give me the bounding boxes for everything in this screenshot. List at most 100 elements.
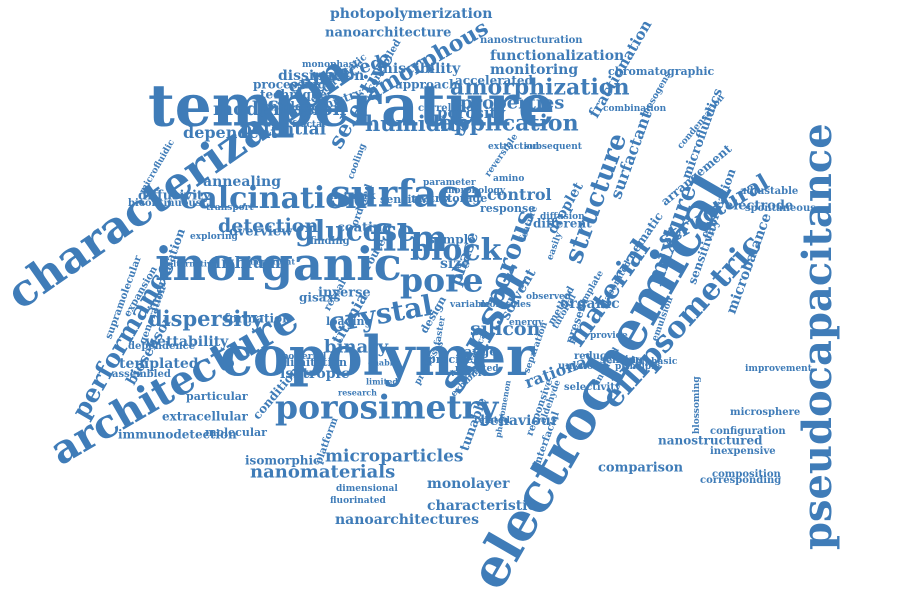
word-nanoarchitectures: nanoarchitectures: [335, 511, 479, 528]
word-sensitive: sensitive: [380, 193, 435, 207]
word-subsequent: subsequent: [524, 141, 582, 152]
word-dependent: dependent: [183, 123, 278, 143]
word-dispersity: dispersity: [148, 306, 264, 332]
word-humidity: humidity: [365, 111, 471, 137]
word-reduced: reduced: [574, 351, 620, 362]
word-characteristic: characteristic: [427, 497, 537, 514]
word-calcination: calcination: [180, 181, 368, 216]
word-network: network: [330, 191, 376, 202]
word-microsphere: microsphere: [730, 407, 801, 418]
word-transport: transport: [206, 202, 254, 213]
word-correlation: correlation: [418, 103, 481, 114]
word-extraction: extraction: [488, 141, 540, 152]
word-morphology: morphology: [445, 185, 506, 196]
word-extracellular: extracellular: [162, 409, 248, 424]
word-observed: observed: [526, 291, 572, 302]
word-pore: pore: [400, 260, 484, 300]
word-inverse: inverse: [318, 285, 371, 301]
word-detection: detection: [218, 214, 319, 237]
word-nanoarchitecture: nanoarchitecture: [325, 25, 452, 41]
word-overview: overview: [229, 224, 293, 240]
word-binary: binary: [324, 336, 389, 358]
word-limited: limited: [366, 376, 398, 387]
word-film: film: [370, 218, 448, 261]
word-important: important: [250, 256, 296, 267]
word-surface: surface: [330, 171, 484, 216]
word-sample: sample: [428, 232, 476, 247]
word-matrix: matrix: [411, 192, 452, 206]
word-nanostructured: nanostructured: [658, 433, 763, 448]
word-combination: combination: [603, 103, 667, 114]
word-behaviour: behaviour: [480, 412, 559, 429]
word-nanomaterials: nanomaterials: [250, 461, 396, 483]
word-inorganic: inorganic: [155, 237, 402, 292]
word-microparticles: microparticles: [325, 446, 464, 467]
word-corresponding: corresponding: [700, 475, 782, 486]
word-potential: potential: [240, 119, 327, 140]
word-accelerated: accelerated: [455, 73, 533, 88]
word-organic: organic: [560, 295, 620, 312]
word-monophasic: monophasic: [302, 59, 363, 70]
word-bicontinuous: bicontinuous: [128, 198, 202, 209]
word-isotropic: isotropic: [280, 365, 350, 382]
word-block: block: [410, 233, 502, 268]
word-particular: particular: [186, 390, 248, 404]
word-reversible: reversible: [483, 132, 521, 180]
word-fluorinated: fluorinated: [330, 495, 386, 506]
word-molecules: molecules: [480, 299, 531, 310]
word-reported: reported: [455, 363, 499, 374]
word-copolymer: copolymer: [220, 323, 535, 388]
word-storage: storage: [441, 192, 488, 206]
word-comparison: comparison: [598, 460, 684, 476]
word-research: research: [338, 387, 377, 398]
word-blossoming: blossoming: [691, 376, 702, 434]
word-adjustable: adjustable: [740, 186, 799, 197]
word-approach: approach: [395, 77, 458, 92]
word-parameter: parameter: [423, 177, 476, 188]
word-response: response: [480, 202, 536, 216]
word-provide: provide: [590, 330, 628, 341]
word-silicon: silicon: [470, 317, 541, 340]
word-principle: principle: [615, 361, 661, 372]
word-alternative: alternative: [168, 258, 217, 269]
word-related: related: [474, 415, 510, 426]
word-amino: amino: [493, 173, 525, 184]
word-photopolymerization: photopolymerization: [330, 5, 493, 22]
word-wettability: wettability: [145, 333, 229, 350]
word-exploring: exploring: [190, 231, 238, 242]
word-modification: modification: [213, 97, 347, 120]
word-electrode: electrode: [725, 198, 794, 214]
word-templated: templated: [119, 355, 199, 372]
word-precise: precise: [428, 353, 473, 367]
word-isomorphic: isomorphic: [245, 453, 321, 468]
word-amorphization: amorphization: [450, 74, 630, 101]
word-inexpensive: inexpensive: [710, 446, 776, 457]
word-enable: enable: [368, 357, 398, 368]
word-limitation: limitation: [286, 356, 347, 370]
word-properties: properties: [460, 92, 565, 114]
word-dissipation: dissipation: [278, 67, 365, 84]
word-porosimetry: porosimetry: [275, 387, 499, 427]
word-assembled: assembled: [112, 369, 171, 380]
word-control: control: [487, 185, 552, 205]
word-porosity: porosity: [437, 104, 506, 122]
word-gisaxs: gisaxs: [299, 290, 341, 305]
word-monitoring: monitoring: [490, 61, 579, 78]
word-lithium: lithium: [215, 253, 281, 273]
word-loading: loading: [326, 315, 373, 329]
word-temperature: temperature: [148, 71, 556, 140]
word-biphasic: biphasic: [635, 356, 678, 367]
word-diffusion: diffusion: [540, 211, 585, 222]
word-monolayer: monolayer: [427, 475, 510, 492]
word-formation: formation: [224, 311, 291, 326]
word-application: application: [440, 110, 579, 137]
word-spontaneous: spontaneous: [745, 203, 816, 214]
word-finding: finding: [310, 236, 350, 247]
word-fractal: fractal: [292, 119, 326, 130]
word-variable: variable: [450, 299, 491, 310]
word-configuration: configuration: [710, 426, 786, 437]
word-functionalization: functionalization: [490, 47, 625, 64]
word-glucose: glucose: [295, 214, 415, 248]
word-powerful: powerful: [282, 351, 327, 362]
